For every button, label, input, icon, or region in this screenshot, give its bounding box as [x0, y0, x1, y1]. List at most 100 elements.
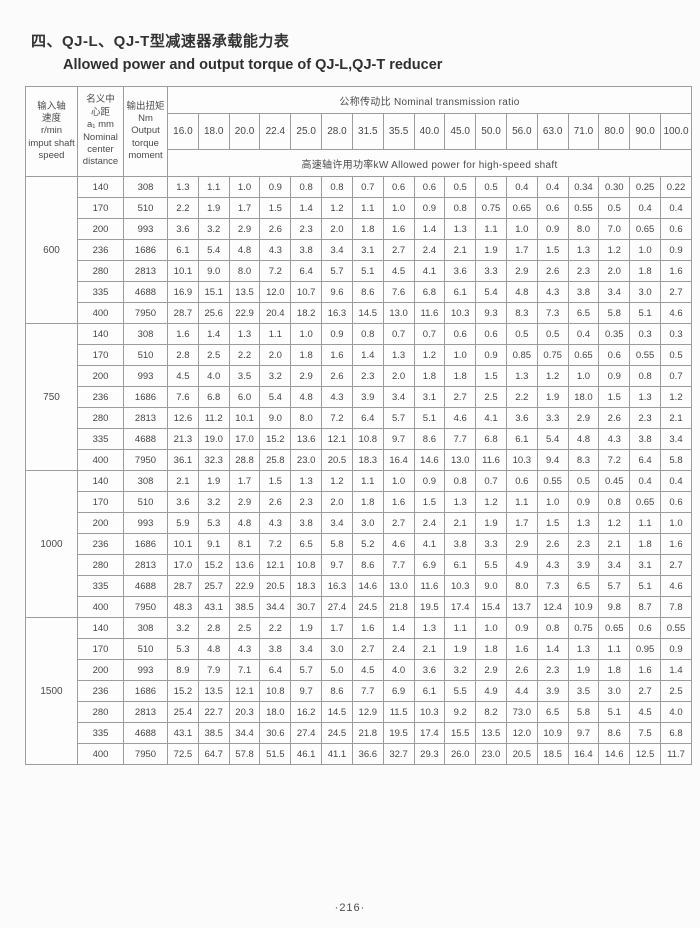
- power-value-cell: 4.9: [505, 554, 538, 576]
- power-value-cell: 3.8: [290, 512, 323, 534]
- power-value-cell: 1.6: [382, 218, 415, 240]
- power-value-cell: 1.9: [475, 239, 507, 261]
- power-value-cell: 21.3: [167, 428, 199, 450]
- power-value-cell: 0.7: [382, 323, 415, 345]
- power-value-cell: 4.8: [197, 638, 230, 660]
- power-value-cell: 18.0: [567, 386, 600, 408]
- power-value-cell: 6.1: [444, 554, 477, 576]
- center-distance-cell: 140: [77, 617, 124, 639]
- table-row: 400 7950 28.7 25.6 22.9 20.4 18.2 16.3 14.5 13.0 1…: [26, 302, 692, 324]
- input-speed-cell: 600: [25, 176, 78, 324]
- power-value-cell: 0.8: [290, 176, 323, 198]
- table-row: 280 2813 12.6 11.2 10.1 9.0 8.0 7.2 6.4 5.7 5.1 4.6…: [26, 407, 692, 429]
- power-value-cell: 3.4: [321, 239, 353, 261]
- output-torque-cell: 2813: [123, 407, 168, 429]
- power-value-cell: 13.6: [228, 554, 261, 576]
- power-value-cell: 8.2: [475, 701, 507, 723]
- center-distance-cell: 280: [77, 407, 124, 429]
- power-value-cell: 9.4: [536, 449, 569, 471]
- power-value-cell: 6.1: [444, 281, 477, 303]
- power-value-cell: 11.6: [413, 302, 446, 324]
- power-value-cell: 0.7: [660, 365, 692, 387]
- table-row: 200 993 4.5 4.0 3.5 3.2 2.9 2.6 2.3 2.0 1.8 1.8 1.5 1…: [26, 365, 692, 387]
- power-value-cell: 1.6: [167, 323, 199, 345]
- output-torque-cell: 7950: [123, 596, 168, 618]
- table-row: 600 140 308 1.3 1.1 1.0 0.9 0.8 0.8 0.7 0.6 0.6 0.5 0…: [25, 176, 692, 324]
- center-distance-cell: 236: [77, 386, 124, 408]
- power-value-cell: 2.3: [536, 659, 569, 681]
- ratio-col-header: 31.5: [351, 113, 384, 150]
- power-value-cell: 2.6: [598, 407, 631, 429]
- power-value-cell: 8.0: [290, 407, 323, 429]
- power-value-cell: 1.8: [290, 344, 323, 366]
- center-distance-cell: 335: [77, 575, 124, 597]
- power-value-cell: 10.3: [505, 449, 538, 471]
- power-value-cell: 1.5: [536, 512, 569, 534]
- power-value-cell: 1.7: [505, 239, 538, 261]
- power-value-cell: 27.4: [321, 596, 353, 618]
- power-value-cell: 2.0: [382, 365, 415, 387]
- power-value-cell: 13.0: [444, 449, 477, 471]
- power-value-cell: 2.6: [505, 659, 538, 681]
- table-row: 200 993 8.9 7.9 7.1 6.4 5.7 5.0 4.5 4.0 3.6 3.2 2.9 2…: [26, 659, 692, 681]
- center-distance-cell: 170: [77, 491, 124, 513]
- power-value-cell: 3.9: [567, 554, 600, 576]
- power-value-cell: 5.3: [197, 512, 230, 534]
- power-value-cell: 9.7: [290, 680, 323, 702]
- power-value-cell: 0.55: [660, 617, 692, 639]
- ratio-header-row: 16.0 18.0 20.0 22.4 25.0 28.0 31.5 35.5 40.0 45.0…: [26, 113, 692, 150]
- table-row: 400 7950 36.1 32.3 28.8 25.8 23.0 20.5 18.3 16.4 1…: [26, 449, 692, 471]
- output-torque-cell: 2813: [123, 260, 168, 282]
- power-value-cell: 0.65: [629, 491, 661, 513]
- power-value-cell: 0.30: [598, 176, 631, 198]
- power-value-cell: 16.2: [290, 701, 323, 723]
- power-value-cell: 7.2: [598, 449, 631, 471]
- power-value-cell: 17.0: [167, 554, 199, 576]
- table-row: 400 7950 72.5 64.7 57.8 51.5 46.1 41.1 36.6 32.7 2…: [26, 743, 692, 765]
- power-value-cell: 1.4: [660, 659, 692, 681]
- power-value-cell: 22.9: [228, 302, 261, 324]
- power-value-cell: 18.3: [290, 575, 323, 597]
- power-value-cell: 4.0: [660, 701, 692, 723]
- power-value-cell: 1.4: [413, 218, 446, 240]
- power-value-cell: 1.5: [259, 470, 292, 492]
- power-value-cell: 1.3: [567, 512, 600, 534]
- table-row: 280 2813 25.4 22.7 20.3 18.0 16.2 14.5 12.9 11.5 1…: [26, 701, 692, 723]
- center-distance-cell: 140: [77, 470, 124, 492]
- power-value-cell: 1.9: [536, 386, 569, 408]
- power-value-cell: 15.5: [444, 722, 477, 744]
- power-value-cell: 0.8: [321, 176, 353, 198]
- power-value-cell: 2.7: [382, 512, 415, 534]
- power-value-cell: 1.0: [444, 344, 477, 366]
- power-value-cell: 2.1: [598, 533, 631, 555]
- power-value-cell: 1.4: [382, 617, 415, 639]
- output-torque-cell: 308: [123, 617, 168, 639]
- power-value-cell: 5.7: [382, 407, 415, 429]
- power-value-cell: 25.8: [259, 449, 292, 471]
- power-value-cell: 13.5: [475, 722, 507, 744]
- power-value-cell: 11.7: [660, 743, 692, 765]
- ratio-col-header: 18.0: [197, 113, 230, 150]
- center-distance-cell: 335: [77, 722, 124, 744]
- power-value-cell: 4.4: [505, 680, 538, 702]
- table-row: 236 1686 6.1 5.4 4.8 4.3 3.8 3.4 3.1 2.7 2.4 2.1 1.9…: [26, 239, 692, 261]
- power-value-cell: 57.8: [228, 743, 261, 765]
- power-value-cell: 0.8: [536, 617, 569, 639]
- power-value-cell: 23.0: [475, 743, 507, 765]
- power-value-cell: 3.6: [444, 260, 477, 282]
- power-value-cell: 1.8: [351, 491, 384, 513]
- power-value-cell: 6.5: [567, 302, 600, 324]
- power-value-cell: 25.6: [197, 302, 230, 324]
- power-value-cell: 4.3: [259, 239, 292, 261]
- power-value-cell: 4.1: [413, 533, 446, 555]
- power-value-cell: 3.2: [444, 659, 477, 681]
- power-value-cell: 4.8: [228, 512, 261, 534]
- power-value-cell: 4.5: [382, 260, 415, 282]
- power-value-cell: 0.6: [505, 470, 538, 492]
- center-distance-cell: 280: [77, 260, 124, 282]
- power-value-cell: 3.2: [197, 491, 230, 513]
- power-value-cell: 3.4: [290, 638, 323, 660]
- power-value-cell: 0.8: [598, 491, 631, 513]
- power-value-cell: 9.0: [197, 260, 230, 282]
- ratio-col-header: 71.0: [567, 113, 600, 150]
